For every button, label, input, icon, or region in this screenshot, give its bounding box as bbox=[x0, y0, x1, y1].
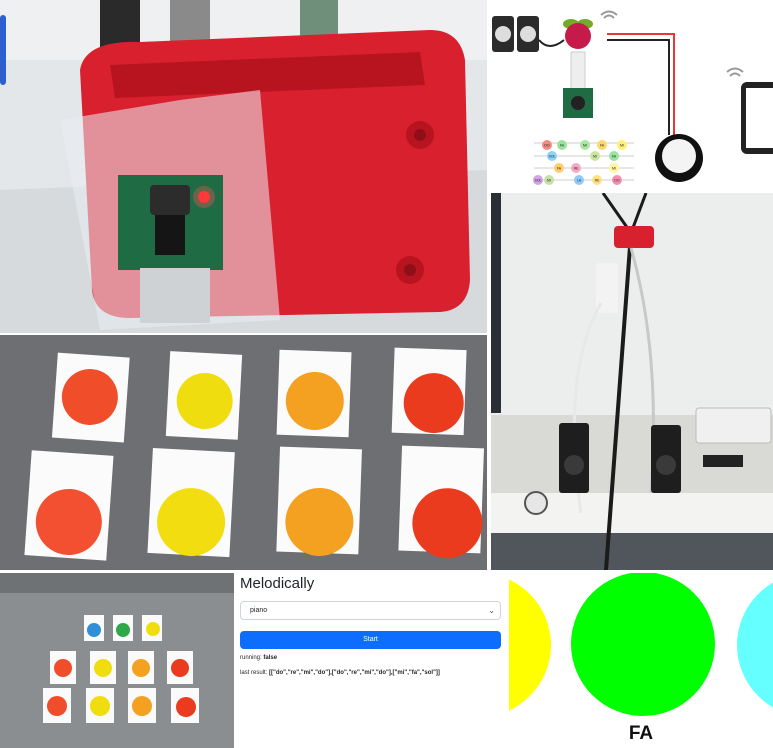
note-chip bbox=[609, 151, 619, 161]
note-chip-label: FA bbox=[612, 155, 617, 159]
current-note-label: FA bbox=[628, 723, 654, 744]
note-chip-label: FA bbox=[560, 144, 565, 148]
note-chip bbox=[592, 175, 602, 185]
chevron-down-icon: ⌄ bbox=[488, 606, 495, 615]
note-chip-label: SOL bbox=[548, 155, 555, 159]
running-value: false bbox=[263, 655, 278, 661]
photo-raspberry-camera bbox=[0, 0, 487, 333]
note-chip-label: MI bbox=[612, 167, 616, 171]
floor-illustration bbox=[0, 573, 234, 748]
system-diagram: DO FA MI FA MI SOL MI FA FA RE MI SOL LA RE DO MI bbox=[489, 0, 773, 191]
carousel-svg bbox=[509, 573, 773, 717]
note-chip bbox=[557, 140, 567, 150]
note-chip-label: FA bbox=[600, 144, 605, 148]
note-chip bbox=[612, 175, 622, 185]
last-result-label: last result: bbox=[240, 670, 268, 676]
last-result-value: [["do","re","mi","do"],["do","re","mi","… bbox=[269, 670, 440, 676]
instrument-select[interactable]: piano ⌄ bbox=[240, 601, 501, 620]
diagram-svg: DO FA MI FA MI SOL MI FA FA RE MI SOL LA RE DO MI bbox=[492, 10, 773, 185]
current-note-circle[interactable] bbox=[571, 573, 715, 716]
note-chip-label: MI bbox=[593, 155, 597, 159]
note-chip-label: MI bbox=[547, 179, 551, 183]
running-status: running: false bbox=[240, 655, 277, 661]
note-chip-label: RE bbox=[574, 167, 580, 171]
note-chip bbox=[544, 175, 554, 185]
note-chip bbox=[617, 140, 627, 150]
photo-setup-stand bbox=[491, 193, 773, 570]
note-chip-label: DO bbox=[544, 144, 550, 148]
photo-colored-cards bbox=[0, 335, 487, 570]
tablet-icon bbox=[741, 82, 773, 154]
push-button-icon bbox=[655, 134, 703, 182]
note-chip bbox=[574, 175, 584, 185]
running-label: running: bbox=[240, 655, 262, 661]
note-chip bbox=[547, 151, 557, 161]
note-carousel: FA bbox=[509, 573, 773, 748]
start-button[interactable]: Start bbox=[240, 631, 501, 649]
next-note-circle[interactable] bbox=[737, 573, 773, 717]
note-chip bbox=[609, 163, 619, 173]
speakers-icon bbox=[492, 16, 565, 52]
note-chip-label: SOL bbox=[534, 179, 541, 183]
photo-floor-cards bbox=[0, 573, 234, 748]
note-chip-label: DO bbox=[614, 179, 620, 183]
note-chip bbox=[590, 151, 600, 161]
note-chip bbox=[580, 140, 590, 150]
melodically-app: Melodically piano ⌄ Start running: false… bbox=[240, 573, 505, 748]
raspberry-pi-logo-icon bbox=[563, 19, 593, 49]
wifi-icon bbox=[600, 10, 618, 19]
note-chip-label: MI bbox=[620, 144, 624, 148]
note-chip bbox=[533, 175, 543, 185]
app-title: Melodically bbox=[240, 575, 315, 592]
prev-note-circle[interactable] bbox=[509, 573, 551, 717]
note-chip-label: LA bbox=[577, 179, 582, 183]
note-chip-label: FA bbox=[557, 167, 562, 171]
note-chip bbox=[571, 163, 581, 173]
wifi-icon bbox=[726, 67, 744, 77]
note-chip-label: RE bbox=[595, 179, 601, 183]
stand-illustration bbox=[491, 193, 773, 570]
instrument-select-value: piano bbox=[250, 607, 268, 614]
raspberry-case-illustration bbox=[0, 0, 487, 333]
note-chip bbox=[554, 163, 564, 173]
note-chips: DO FA MI FA MI SOL MI FA FA RE MI SOL LA RE DO MI bbox=[533, 140, 627, 185]
note-chip-label: MI bbox=[583, 144, 587, 148]
cards-illustration bbox=[0, 335, 487, 570]
note-chip bbox=[542, 140, 552, 150]
last-result: last result: [["do","re","mi","do"],["do… bbox=[240, 670, 440, 676]
note-chip bbox=[597, 140, 607, 150]
